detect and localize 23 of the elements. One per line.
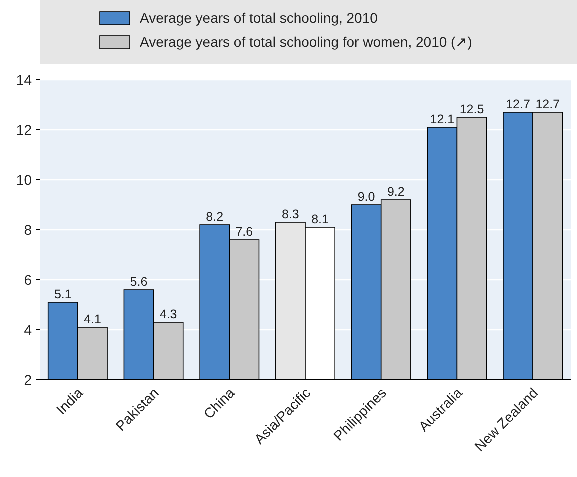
data-label: 9.2 [387,185,405,199]
data-label: 12.7 [506,98,530,112]
data-label: 12.1 [430,112,455,126]
data-label: 5.1 [54,288,72,302]
data-label: 8.2 [206,210,224,224]
legend-label: Average years of total schooling, 2010 [140,10,378,26]
data-label: 4.1 [84,312,102,326]
y-tick-label: 6 [24,272,32,288]
data-label: 9.0 [358,190,376,204]
data-label: 5.6 [130,275,148,289]
y-tick-label: 4 [24,322,32,338]
y-tick-label: 8 [24,222,32,238]
data-label: 8.1 [312,212,330,226]
y-tick-label: 2 [24,372,32,388]
data-label: 8.3 [282,208,300,222]
data-label: 7.6 [236,225,254,239]
y-tick-label: 14 [16,72,32,88]
legend-label: Average years of total schooling for women, 2010 (↗) [140,34,472,50]
y-tick-label: 12 [16,122,32,138]
data-label: 12.7 [536,98,560,112]
y-tick-label: 10 [16,172,32,188]
data-label: 12.5 [460,102,484,116]
data-label: 4.3 [160,308,178,322]
